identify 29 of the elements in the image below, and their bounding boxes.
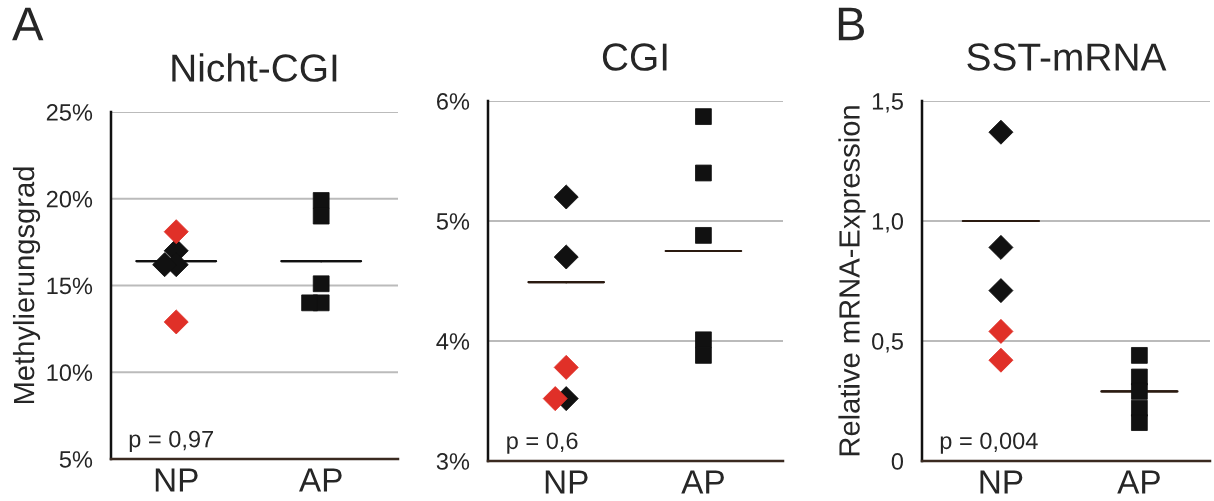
y-tick-label: 25% — [46, 104, 93, 121]
x-tick-label: AP — [299, 468, 342, 492]
text: B — [838, 7, 864, 41]
x-tick-label: NP — [980, 470, 1023, 494]
y-tick-label: 5% — [59, 451, 93, 468]
y-tick-label: 1,5 — [872, 93, 903, 113]
x-tick-label: NP — [155, 468, 198, 492]
y-axis-title: Relative mRNA-Expression — [838, 106, 866, 456]
y-tick-label: 15% — [47, 277, 93, 295]
y-tick-label: 6% — [437, 93, 470, 110]
y-axis-title: Methylierungsgrad — [12, 167, 41, 404]
y-tick-label: 1,0 — [872, 213, 904, 233]
y-tick-label: 3% — [436, 453, 470, 470]
x-tick-label: AP — [1117, 470, 1160, 494]
chart-title: Nicht-CGI — [172, 53, 337, 82]
annotation: p = 0,004 — [940, 432, 1038, 454]
chart-title: CGI — [602, 43, 667, 71]
chart-title: SST-mRNA — [967, 43, 1167, 71]
y-tick-label: 4% — [436, 333, 470, 350]
y-tick-label: 20% — [46, 190, 93, 208]
x-tick-label: NP — [545, 470, 588, 494]
annotation: p = 0,97 — [129, 430, 214, 453]
y-tick-label: 5% — [436, 213, 470, 230]
y-tick-label: 10% — [47, 364, 93, 382]
text: A — [12, 7, 44, 41]
annotation: p = 0,6 — [507, 432, 578, 454]
y-tick-label: 0 — [891, 453, 904, 470]
y-tick-label: 0,5 — [872, 333, 903, 353]
x-tick-label: AP — [681, 470, 724, 494]
